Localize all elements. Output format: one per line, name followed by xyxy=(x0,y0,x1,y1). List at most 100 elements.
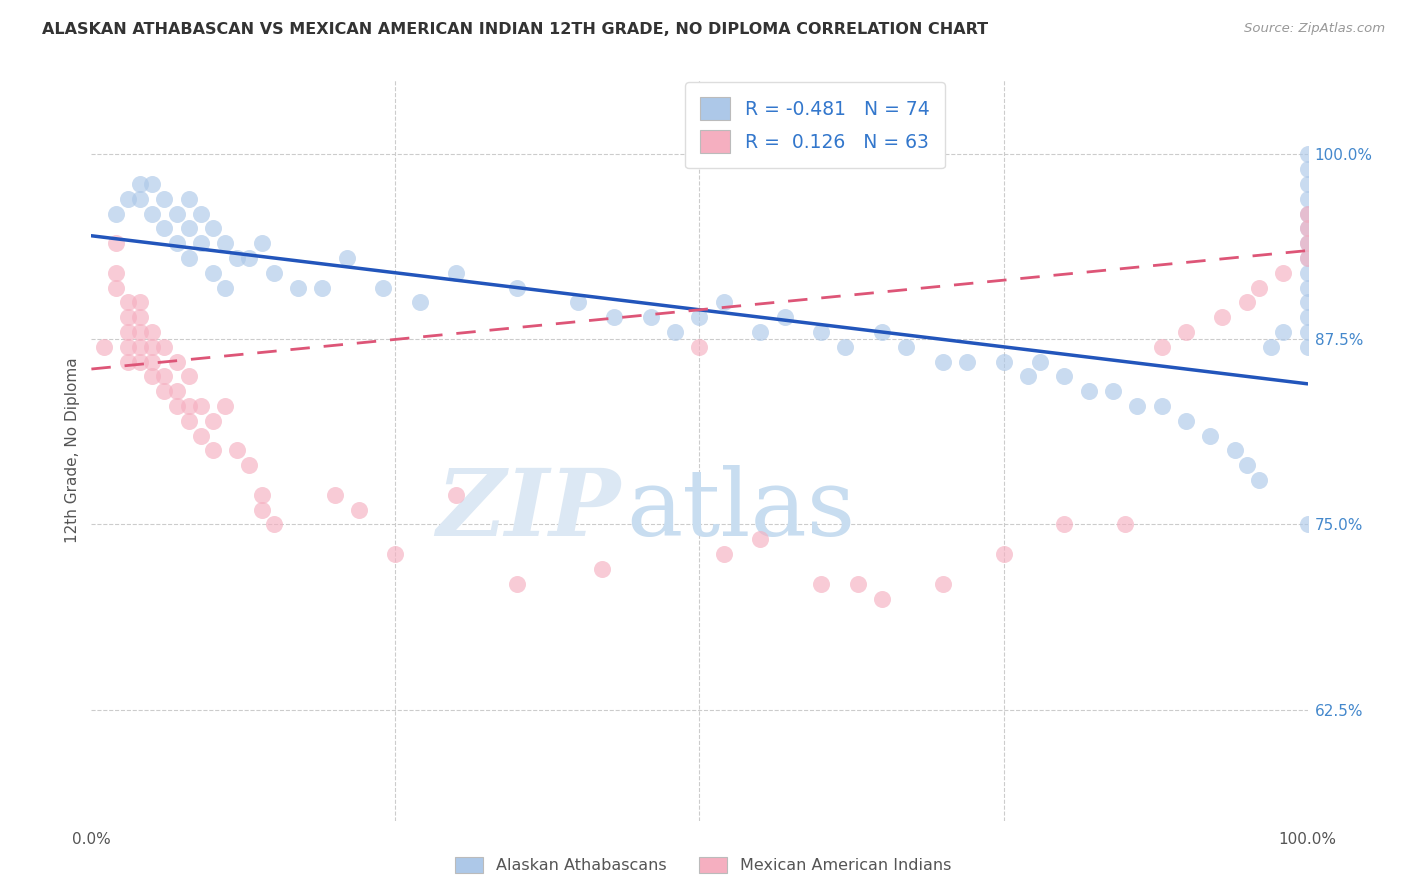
Point xyxy=(896,340,918,354)
Point xyxy=(506,576,529,591)
Point xyxy=(177,221,200,235)
Point xyxy=(1175,325,1198,339)
Point xyxy=(141,177,163,191)
Point xyxy=(1296,206,1319,220)
Point xyxy=(384,547,406,561)
Point xyxy=(141,340,163,354)
Point xyxy=(749,533,772,547)
Point xyxy=(1236,458,1258,473)
Point xyxy=(1296,325,1319,339)
Text: atlas: atlas xyxy=(627,465,856,555)
Point xyxy=(250,502,273,516)
Point xyxy=(177,414,200,428)
Text: Source: ZipAtlas.com: Source: ZipAtlas.com xyxy=(1244,22,1385,36)
Point xyxy=(1053,369,1076,384)
Point xyxy=(1296,280,1319,294)
Point xyxy=(214,280,236,294)
Point xyxy=(117,310,139,325)
Point xyxy=(177,369,200,384)
Point xyxy=(1296,251,1319,265)
Point xyxy=(931,354,953,368)
Point xyxy=(1077,384,1099,399)
Point xyxy=(1296,192,1319,206)
Point xyxy=(202,443,225,458)
Point xyxy=(214,399,236,413)
Point xyxy=(104,266,127,280)
Point xyxy=(166,354,188,368)
Point xyxy=(956,354,979,368)
Point xyxy=(1247,280,1270,294)
Y-axis label: 12th Grade, No Diploma: 12th Grade, No Diploma xyxy=(65,358,80,543)
Point xyxy=(1296,295,1319,310)
Point xyxy=(129,310,152,325)
Point xyxy=(1296,177,1319,191)
Point xyxy=(444,266,467,280)
Point xyxy=(117,340,139,354)
Point xyxy=(336,251,359,265)
Point xyxy=(1296,206,1319,220)
Point xyxy=(104,236,127,251)
Point xyxy=(153,384,176,399)
Point xyxy=(166,399,188,413)
Point xyxy=(238,251,260,265)
Point xyxy=(263,517,285,532)
Point xyxy=(1029,354,1052,368)
Point xyxy=(153,192,176,206)
Point xyxy=(1260,340,1282,354)
Point xyxy=(640,310,662,325)
Point xyxy=(1175,414,1198,428)
Point xyxy=(104,206,127,220)
Point xyxy=(238,458,260,473)
Point xyxy=(1236,295,1258,310)
Point xyxy=(93,340,115,354)
Point xyxy=(141,369,163,384)
Point xyxy=(846,576,869,591)
Point xyxy=(141,325,163,339)
Point xyxy=(1296,517,1319,532)
Point xyxy=(263,266,285,280)
Point xyxy=(311,280,333,294)
Point xyxy=(166,206,188,220)
Point xyxy=(190,206,212,220)
Point xyxy=(567,295,589,310)
Point xyxy=(177,251,200,265)
Text: ZIP: ZIP xyxy=(436,465,620,555)
Point xyxy=(202,414,225,428)
Point xyxy=(1296,251,1319,265)
Point xyxy=(870,591,893,606)
Point xyxy=(214,236,236,251)
Point xyxy=(591,562,613,576)
Point xyxy=(104,280,127,294)
Point xyxy=(153,221,176,235)
Point xyxy=(141,206,163,220)
Point xyxy=(444,488,467,502)
Point xyxy=(117,295,139,310)
Point xyxy=(129,354,152,368)
Point xyxy=(749,325,772,339)
Point xyxy=(129,295,152,310)
Point xyxy=(117,325,139,339)
Point xyxy=(1272,325,1295,339)
Point xyxy=(1296,310,1319,325)
Point xyxy=(117,192,139,206)
Point xyxy=(1150,340,1173,354)
Point xyxy=(773,310,796,325)
Point xyxy=(1296,147,1319,161)
Point xyxy=(1272,266,1295,280)
Point xyxy=(1102,384,1125,399)
Point xyxy=(117,354,139,368)
Point xyxy=(129,340,152,354)
Point xyxy=(870,325,893,339)
Point xyxy=(931,576,953,591)
Point xyxy=(664,325,686,339)
Legend: Alaskan Athabascans, Mexican American Indians: Alaskan Athabascans, Mexican American In… xyxy=(449,850,957,880)
Point xyxy=(1150,399,1173,413)
Point xyxy=(129,325,152,339)
Point xyxy=(190,236,212,251)
Point xyxy=(129,192,152,206)
Point xyxy=(603,310,626,325)
Point xyxy=(190,399,212,413)
Point xyxy=(993,354,1015,368)
Point xyxy=(506,280,529,294)
Point xyxy=(1296,221,1319,235)
